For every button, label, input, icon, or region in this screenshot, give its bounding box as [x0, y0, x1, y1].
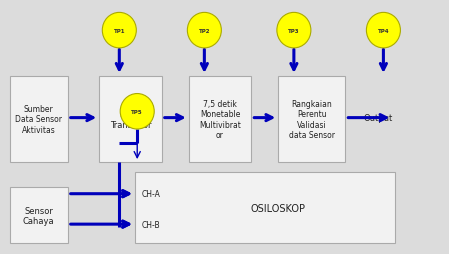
Text: CH-B: CH-B [142, 220, 160, 229]
FancyBboxPatch shape [9, 76, 68, 162]
FancyBboxPatch shape [99, 76, 162, 162]
FancyBboxPatch shape [135, 172, 395, 243]
Text: TP1: TP1 [114, 28, 125, 34]
Text: 7,5 detik
Monetable
Multivibrat
or: 7,5 detik Monetable Multivibrat or [199, 99, 241, 139]
Text: Sumber
Data Sensor
Aktivitas: Sumber Data Sensor Aktivitas [15, 105, 62, 134]
FancyBboxPatch shape [9, 188, 68, 243]
Text: TP5: TP5 [132, 109, 143, 114]
Ellipse shape [366, 13, 401, 49]
FancyBboxPatch shape [278, 76, 345, 162]
Text: Level
Translator: Level Translator [110, 110, 151, 129]
Ellipse shape [102, 13, 136, 49]
Text: Output: Output [363, 114, 392, 123]
Text: Sensor
Cahaya: Sensor Cahaya [23, 206, 55, 225]
Ellipse shape [120, 94, 154, 130]
Text: Rangkaian
Perentu
Validasi
data Sensor: Rangkaian Perentu Validasi data Sensor [289, 99, 335, 139]
Ellipse shape [277, 13, 311, 49]
FancyBboxPatch shape [189, 76, 251, 162]
Text: OSILOSKOP: OSILOSKOP [251, 203, 306, 213]
Ellipse shape [187, 13, 221, 49]
Text: TP3: TP3 [288, 28, 299, 34]
Text: CH-A: CH-A [142, 189, 161, 198]
Text: TP4: TP4 [378, 28, 389, 34]
Text: TP2: TP2 [198, 28, 210, 34]
